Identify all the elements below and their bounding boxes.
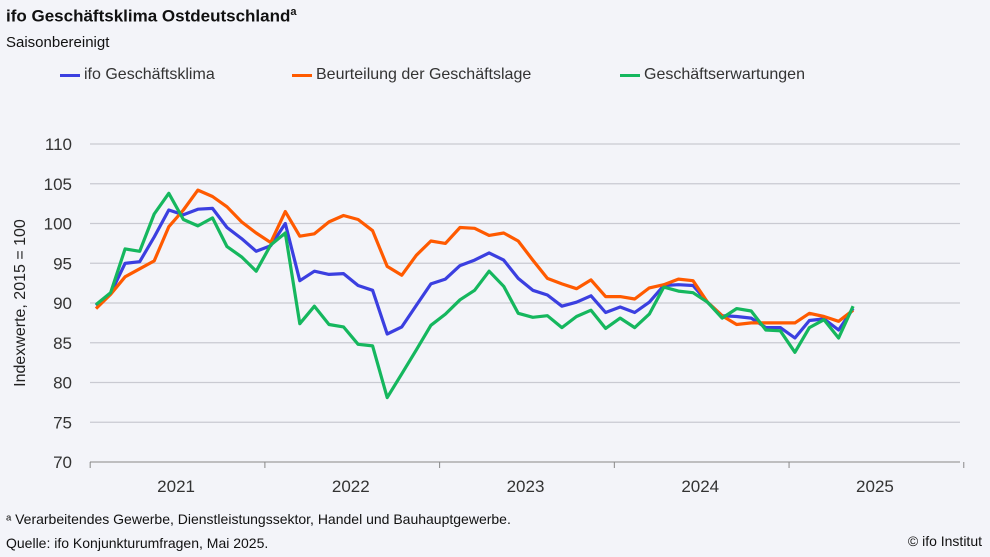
legend-item-geschaeftsklima: ifo Geschäftsklima [60,66,215,84]
y-tick-label: 85 [53,334,72,353]
y-tick-label: 90 [53,294,72,313]
legend-swatch [292,73,312,77]
y-tick-label: 100 [44,215,72,234]
legend-item-geschaeftslage: Beurteilung der Geschäftslage [292,66,531,84]
y-tick-label: 80 [53,374,72,393]
y-tick-label: 75 [53,413,72,432]
title-text: ifo Geschäftsklima Ostdeutschland [6,6,291,26]
y-tick-label: 70 [53,453,72,472]
x-tick-label: 2025 [856,477,894,496]
chart-subtitle: Saisonbereinigt [6,34,110,51]
y-tick-label: 105 [44,175,72,194]
source-note: Quelle: ifo Konjunkturumfragen, Mai 2025… [6,535,269,551]
legend-label: Beurteilung der Geschäftslage [316,66,532,83]
y-tick-label: 95 [53,254,72,273]
legend-label: ifo Geschäftsklima [84,66,215,83]
y-axis-label: Indexwerte, 2015 = 100 [12,219,29,387]
copyright: © ifo Institut [907,533,982,549]
footnote: ᵃ Verarbeitendes Gewerbe, Dienstleistung… [6,511,511,527]
x-tick-label: 2023 [507,477,545,496]
x-tick-label: 2024 [681,477,719,496]
series-line-geschaeftserwartungen [94,191,855,400]
y-tick-label: 110 [45,135,72,154]
legend-item-geschaeftserwartungen: Geschäftserwartungen [620,66,805,84]
legend-label: Geschäftserwartungen [644,66,805,83]
x-tick-label: 2021 [157,477,195,496]
legend-swatch [60,73,80,77]
chart-title: ifo Geschäftsklima Ostdeutschlanda [6,6,296,27]
legend-swatch [620,73,640,77]
series-line-geschaeftslage [94,188,855,327]
title-footnote-marker: a [290,6,297,18]
x-tick-label: 2022 [332,477,370,496]
